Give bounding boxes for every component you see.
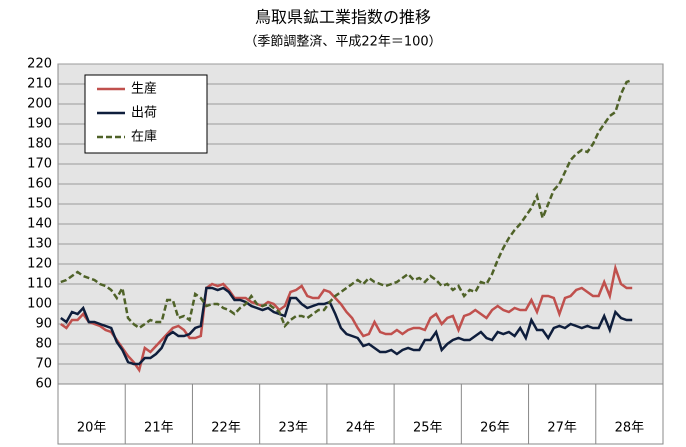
x-group-label: 20年 — [77, 421, 107, 436]
y-tick-label: 200 — [27, 97, 52, 112]
legend-label: 出荷 — [131, 106, 157, 121]
data-line — [60, 78, 633, 330]
x-group-label: 27年 — [547, 421, 577, 436]
y-tick-label: 220 — [27, 57, 52, 72]
x-group-label: 25年 — [413, 421, 443, 436]
chart-subtitle: （季節調整済、平成22年＝100） — [244, 34, 441, 50]
x-axis-box — [57, 383, 664, 445]
legend-label: 在庫 — [131, 130, 157, 145]
legend-label: 生産 — [131, 81, 157, 97]
y-tick-label: 180 — [27, 137, 52, 152]
y-tick-label: 60 — [35, 377, 52, 392]
y-tick-label: 100 — [27, 297, 52, 312]
x-group-label: 26年 — [480, 421, 510, 436]
y-tick-label: 90 — [35, 317, 52, 332]
y-tick-label: 140 — [27, 217, 52, 232]
y-tick-label: 190 — [27, 117, 52, 132]
x-group-label: 22年 — [211, 421, 241, 436]
x-group-label: 28年 — [615, 421, 645, 436]
y-tick-label: 170 — [27, 157, 52, 172]
x-group-label: 21年 — [144, 421, 174, 436]
y-tick-label: 80 — [35, 337, 52, 352]
y-tick-label: 130 — [27, 237, 52, 252]
y-tick-label: 70 — [35, 357, 52, 372]
x-group-label: 23年 — [279, 421, 309, 436]
y-tick-label: 150 — [27, 197, 52, 212]
data-line — [60, 286, 633, 366]
chart-title: 鳥取県鉱工業指数の推移 — [255, 8, 431, 27]
y-tick-label: 210 — [27, 77, 52, 92]
data-line — [60, 263, 633, 373]
y-tick-label: 160 — [27, 177, 52, 192]
y-tick-label: 120 — [27, 257, 52, 272]
x-group-label: 24年 — [346, 421, 376, 436]
y-tick-label: 110 — [27, 277, 52, 292]
